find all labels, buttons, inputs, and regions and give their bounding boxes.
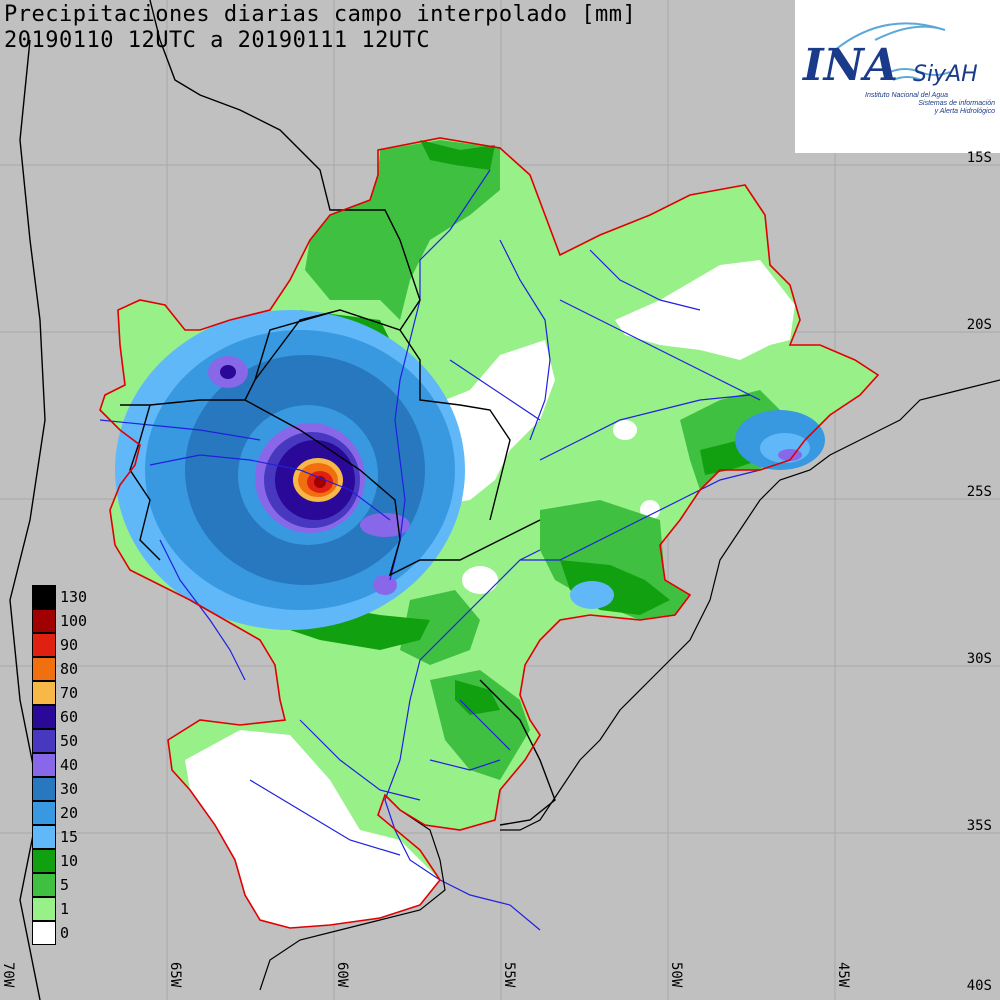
legend-label: 70 <box>60 684 79 702</box>
rivers <box>99 169 791 931</box>
legend-label: 80 <box>60 660 79 678</box>
basin-outline <box>99 137 880 929</box>
lat-label-40s: 40S <box>966 978 992 994</box>
legend-label: 0 <box>60 924 70 942</box>
lon-label-65w: 65W <box>167 962 183 988</box>
map-title: Precipitaciones diarias campo interpolad… <box>4 2 637 27</box>
legend-label: 40 <box>60 756 79 774</box>
logo-swoosh-icon <box>834 22 951 81</box>
legend-swatch <box>32 633 56 657</box>
legend-swatch <box>32 777 56 801</box>
legend-swatch <box>32 753 56 777</box>
legend-swatch <box>32 657 56 681</box>
ina-siyah-logo: INA SiyAH Instituto Nacional del Agua Si… <box>795 0 1000 153</box>
logo-systems-text: Sistemas de información <box>918 100 995 107</box>
legend-label: 1 <box>60 900 70 918</box>
lat-label-25s: 25S <box>966 484 992 500</box>
lon-label-70w: 70W <box>0 962 16 988</box>
legend-label: 90 <box>60 636 79 654</box>
lat-label-35s: 35S <box>966 818 992 834</box>
legend-swatch <box>32 801 56 825</box>
legend-label: 130 <box>60 588 88 606</box>
legend-label: 30 <box>60 780 79 798</box>
legend-swatch <box>32 873 56 897</box>
legend-swatch <box>32 825 56 849</box>
lon-label-55w: 55W <box>501 962 517 988</box>
legend-label: 20 <box>60 804 79 822</box>
lon-label-50w: 50W <box>668 962 684 988</box>
legend-label: 60 <box>60 708 79 726</box>
storm-cell <box>115 310 465 630</box>
logo-institute-text: Instituto Nacional del Agua <box>865 92 949 99</box>
legend-label: 5 <box>60 876 70 894</box>
lat-label-30s: 30S <box>966 651 992 667</box>
legend-swatch <box>32 681 56 705</box>
legend-swatch <box>32 729 56 753</box>
legend-label: 15 <box>60 828 79 846</box>
logo-ina-text: INA <box>803 40 898 91</box>
map-subtitle: 20190110 12UTC a 20190111 12UTC <box>4 28 431 53</box>
legend-swatch <box>32 849 56 873</box>
lat-label-20s: 20S <box>966 317 992 333</box>
legend-swatch <box>32 609 56 633</box>
legend-swatch <box>32 705 56 729</box>
lat-label-15s: 15S <box>966 150 992 166</box>
lon-label-60w: 60W <box>334 962 350 988</box>
legend-swatch <box>32 897 56 921</box>
legend-swatch <box>32 921 56 945</box>
legend-swatch <box>32 585 56 609</box>
legend-label: 10 <box>60 852 79 870</box>
legend-label: 100 <box>60 612 88 630</box>
coastline <box>259 379 1000 991</box>
lon-label-45w: 45W <box>835 962 851 988</box>
legend-label: 50 <box>60 732 79 750</box>
logo-siyah-text: SiyAH <box>913 62 978 87</box>
logo-alert-text: y Alerta Hidrológico <box>934 108 995 115</box>
